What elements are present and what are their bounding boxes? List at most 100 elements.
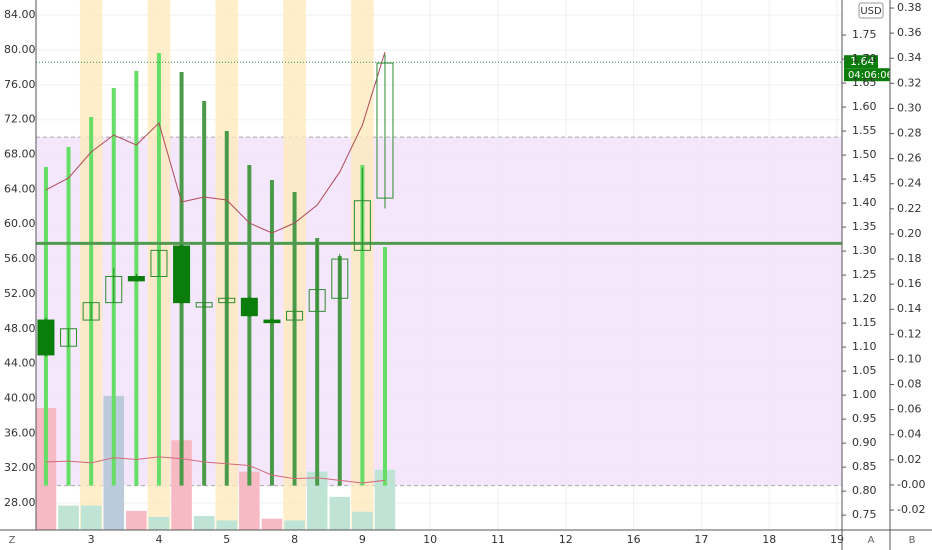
y2-tick-label: 1.05 xyxy=(852,364,877,377)
x-tick-label: 12 xyxy=(559,533,573,546)
candle-body xyxy=(331,258,349,299)
y3-tick-label: 0.36 xyxy=(897,26,922,39)
corner-label: A xyxy=(868,535,875,546)
volume-bar xyxy=(58,505,79,530)
price-badge xyxy=(844,55,878,69)
time-label: 04:06:06 xyxy=(848,70,893,81)
y2-tick-label: 1.65 xyxy=(852,76,877,89)
y2-tick-label: 1.45 xyxy=(852,172,877,185)
x-tick-label: 5 xyxy=(223,533,230,546)
y3-tick-label: 0.10 xyxy=(897,352,922,365)
y3-tick-label: -0.00 xyxy=(897,478,925,491)
currency-badge xyxy=(858,2,884,19)
y3-tick-label: 0.28 xyxy=(897,127,922,140)
y2-tick-label: 1.35 xyxy=(852,220,877,233)
volume-bar xyxy=(374,469,396,530)
volume-bar xyxy=(352,511,373,530)
time-badge xyxy=(844,68,890,82)
y-tick-label: 48.00 xyxy=(4,322,36,335)
candle-body xyxy=(286,310,304,321)
candle-body xyxy=(37,319,55,356)
candle-body xyxy=(105,275,123,304)
y-tick-label: 32.00 xyxy=(4,461,36,474)
y3-tick-label: 0.20 xyxy=(897,227,922,240)
y-tick-label: 56.00 xyxy=(4,252,36,265)
zone xyxy=(36,137,842,486)
corner-label: B xyxy=(909,535,916,546)
y3-tick-label: 0.04 xyxy=(897,428,922,441)
y2-tick-label: 0.95 xyxy=(852,412,877,425)
y2-tick-label: 1.15 xyxy=(852,316,877,329)
candle-body xyxy=(150,249,168,277)
y-tick-label: 52.00 xyxy=(4,287,36,300)
y-tick-label: 64.00 xyxy=(4,182,36,195)
y2-tick-label: 0.90 xyxy=(852,436,877,449)
y-tick-label: 44.00 xyxy=(4,357,36,370)
x-tick-label: 16 xyxy=(627,533,641,546)
y-tick-label: 76.00 xyxy=(4,78,36,91)
y3-tick-label: 0.06 xyxy=(897,403,922,416)
y3-tick-label: 0.08 xyxy=(897,378,922,391)
volume-bar xyxy=(148,516,170,530)
x-tick-label: 8 xyxy=(291,533,298,546)
y3-tick-label: 0.38 xyxy=(897,1,922,14)
x-tick-label: 18 xyxy=(762,533,776,546)
candle-body xyxy=(127,275,145,282)
volume-bar xyxy=(80,505,102,530)
volume-bar xyxy=(329,496,351,530)
candle-body xyxy=(353,200,371,251)
y-tick-label: 36.00 xyxy=(4,426,36,439)
y3-tick-label: -0.02 xyxy=(897,503,925,516)
y2-tick-label: 0.75 xyxy=(852,508,877,521)
y3-tick-label: 0.24 xyxy=(897,177,922,190)
y-tick-label: 60.00 xyxy=(4,217,36,230)
y2-tick-label: 1.00 xyxy=(852,388,877,401)
candle-body xyxy=(195,302,213,308)
y3-tick-label: 0.02 xyxy=(897,453,922,466)
y-tick-label: 28.00 xyxy=(4,496,36,509)
y2-tick-label: 0.80 xyxy=(852,484,877,497)
y3-tick-label: 0.12 xyxy=(897,327,922,340)
candle-body xyxy=(218,297,236,304)
currency-label: USD xyxy=(860,6,882,17)
x-tick-label: 19 xyxy=(830,533,844,546)
volume-bar xyxy=(239,471,260,530)
x-tick-label: 4 xyxy=(155,533,162,546)
y2-tick-label: 1.25 xyxy=(852,268,877,281)
volume-bar xyxy=(193,516,215,530)
candle-body xyxy=(308,289,326,312)
volume-bar xyxy=(261,518,283,530)
y3-tick-label: 0.16 xyxy=(897,277,922,290)
y2-tick-label: 0.85 xyxy=(852,460,877,473)
volume-bar xyxy=(126,510,147,530)
volume-bar xyxy=(306,471,328,530)
x-tick-label: 3 xyxy=(88,533,95,546)
y3-tick-label: 0.22 xyxy=(897,202,922,215)
y-tick-label: 40.00 xyxy=(4,391,36,404)
x-tick-label: 11 xyxy=(491,533,505,546)
y3-tick-label: 0.30 xyxy=(897,101,922,114)
candle-body xyxy=(173,245,191,304)
y3-tick-label: 0.18 xyxy=(897,252,922,265)
y2-tick-label: 1.20 xyxy=(852,292,877,305)
candle-body xyxy=(263,319,281,324)
candle-body xyxy=(376,62,394,199)
y3-tick-label: 0.34 xyxy=(897,51,922,64)
y2-tick-label: 1.50 xyxy=(852,148,877,161)
y2-tick-label: 1.30 xyxy=(852,244,877,257)
y-tick-label: 72.00 xyxy=(4,113,36,126)
y3-tick-label: 0.14 xyxy=(897,302,922,315)
ma-line xyxy=(45,456,386,484)
candle-body xyxy=(240,297,258,317)
y2-tick-label: 1.60 xyxy=(852,100,877,113)
ma-line xyxy=(45,51,386,234)
y-tick-label: 68.00 xyxy=(4,148,36,161)
y-tick-label: 84.00 xyxy=(4,8,36,21)
y3-tick-label: 0.26 xyxy=(897,152,922,165)
y2-tick-label: 1.10 xyxy=(852,340,877,353)
y3-tick-label: 0.32 xyxy=(897,76,922,89)
x-tick-label: 9 xyxy=(359,533,366,546)
candle-body xyxy=(82,302,100,321)
price-label: 1.64 xyxy=(850,55,875,68)
